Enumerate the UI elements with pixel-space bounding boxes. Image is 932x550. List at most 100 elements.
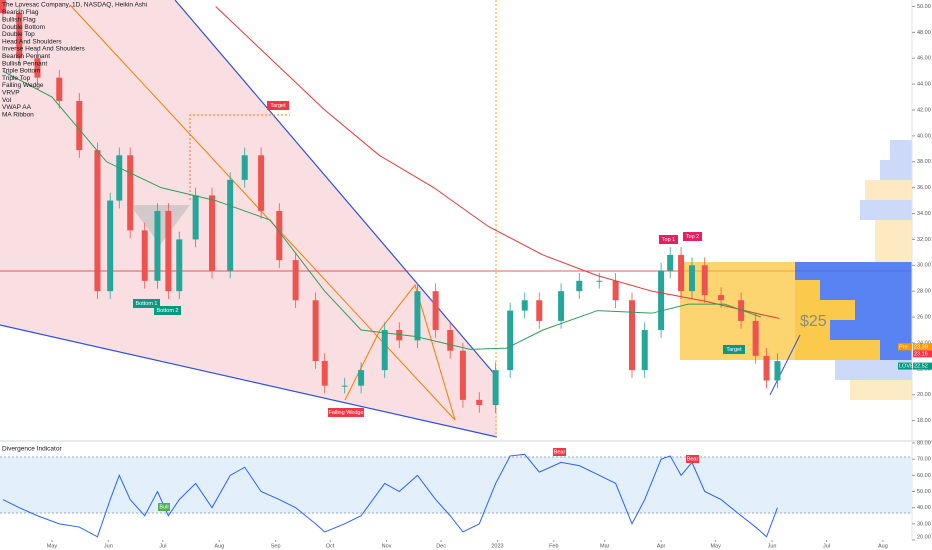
indicator-name: Triple Top xyxy=(2,75,31,82)
x-tick-label: May xyxy=(710,543,721,549)
price-tag-name: LOVE xyxy=(899,364,914,370)
candle-body xyxy=(459,350,466,400)
x-tick-label: Mar xyxy=(600,543,610,549)
x-tick-label: Jun xyxy=(104,543,113,549)
wedge-line xyxy=(0,324,498,438)
profile-bar xyxy=(830,320,912,340)
pattern-line xyxy=(69,4,456,421)
moving-average xyxy=(2,70,762,350)
annotation: Top 2 xyxy=(686,234,699,240)
x-tick-label: Jun xyxy=(768,543,777,549)
x-tick-label: Aug xyxy=(878,543,888,549)
profile-bar xyxy=(835,360,912,380)
annotation-box xyxy=(553,448,566,456)
x-tick-label: Aug xyxy=(214,543,224,549)
price-tag xyxy=(913,343,932,351)
y-tick-label: 26.00 xyxy=(917,315,931,321)
indicator-name: VWAP AA xyxy=(2,104,32,111)
y-tick-label: 28.00 xyxy=(917,289,931,295)
candle-body xyxy=(176,239,183,292)
candle-body xyxy=(56,77,63,101)
y-tick-label: 38.00 xyxy=(917,159,931,165)
y-tick-label: 48.00 xyxy=(917,30,931,36)
candle-body xyxy=(358,370,365,386)
annotation-box xyxy=(158,503,170,511)
y-tick-label: 60.00 xyxy=(917,473,931,479)
y-tick-label: 32.00 xyxy=(917,237,931,243)
candle-body xyxy=(701,265,708,296)
price-tag-label: 23.39 xyxy=(914,344,928,350)
y-tick-label: 18.00 xyxy=(917,418,931,424)
candle-body xyxy=(738,300,745,321)
y-tick-label: 80.00 xyxy=(917,440,931,446)
profile-bar xyxy=(850,380,912,400)
candle-body xyxy=(536,300,543,321)
profile-bar xyxy=(680,262,795,360)
annotation: Bull xyxy=(159,504,168,510)
annotation: Bear xyxy=(687,456,699,462)
price-tag-label: 22.52 xyxy=(914,364,928,370)
volume-profile xyxy=(680,140,912,400)
candle-body xyxy=(596,280,603,282)
x-tick-label: Nov xyxy=(382,543,392,549)
candle-body xyxy=(276,210,283,261)
candle-body xyxy=(507,310,514,371)
indicator-name: Head And Shoulders xyxy=(2,38,62,45)
x-tick-label: Feb xyxy=(549,543,558,549)
candle-body xyxy=(227,179,234,271)
annotation: Bottom 2 xyxy=(156,308,178,314)
y-tick-label: 30.00 xyxy=(917,521,931,527)
candle-body xyxy=(341,385,348,387)
projection-line xyxy=(769,334,801,396)
profile-bar xyxy=(890,140,912,160)
y-tick-label: 50.00 xyxy=(917,489,931,495)
x-tick-label: Jul xyxy=(823,543,830,549)
pane-title: Divergence Indicator xyxy=(2,446,62,453)
candle-body xyxy=(321,361,328,386)
candle-body xyxy=(107,200,114,292)
x-tick-label: Oct xyxy=(326,543,335,549)
annotation-box xyxy=(133,299,160,308)
profile-bar xyxy=(855,300,912,320)
candle-body xyxy=(414,291,421,341)
candle-body xyxy=(292,260,299,301)
candle-body xyxy=(312,300,319,362)
marks xyxy=(0,0,781,538)
price-tag xyxy=(913,350,932,358)
indicator-name: Triple Bottom xyxy=(2,68,40,75)
y-tick-label: 46.00 xyxy=(917,56,931,62)
price-target: $25 xyxy=(800,313,827,330)
candle-body xyxy=(0,0,6,13)
profile-bar xyxy=(860,200,912,220)
y-tick-label: 30.00 xyxy=(917,263,931,269)
price-tag-name-box xyxy=(898,362,912,370)
candle-body xyxy=(492,370,499,406)
y-tick-label: 70.00 xyxy=(917,457,931,463)
candle-body xyxy=(76,100,83,151)
x-tick-label: 2023 xyxy=(491,543,503,549)
indicator-name: Bearish Pennant xyxy=(2,53,50,60)
annotation-box xyxy=(328,408,364,417)
profile-bar xyxy=(820,280,912,300)
profile-bar xyxy=(875,220,912,262)
candle-body xyxy=(576,280,583,292)
candle-body xyxy=(241,155,248,180)
candle-body xyxy=(521,300,528,311)
y-tick-label: 20.00 xyxy=(917,534,931,540)
candle-body xyxy=(116,155,123,201)
indicator-name: Double Top xyxy=(2,31,35,38)
profile-bar xyxy=(795,280,820,300)
candle-body xyxy=(16,12,23,59)
x-tick-label: Jul xyxy=(159,543,166,549)
candle-body xyxy=(752,320,759,356)
y-tick-label: 34.00 xyxy=(917,211,931,217)
price-tag-label: 23.16 xyxy=(914,351,928,357)
annotation-box xyxy=(723,345,745,354)
profile-bar xyxy=(880,160,912,180)
candle-body xyxy=(432,291,439,330)
x-tick-label: May xyxy=(47,543,58,549)
candle-body xyxy=(763,355,770,381)
wedge-area xyxy=(0,0,497,437)
profile-bar xyxy=(795,320,830,340)
